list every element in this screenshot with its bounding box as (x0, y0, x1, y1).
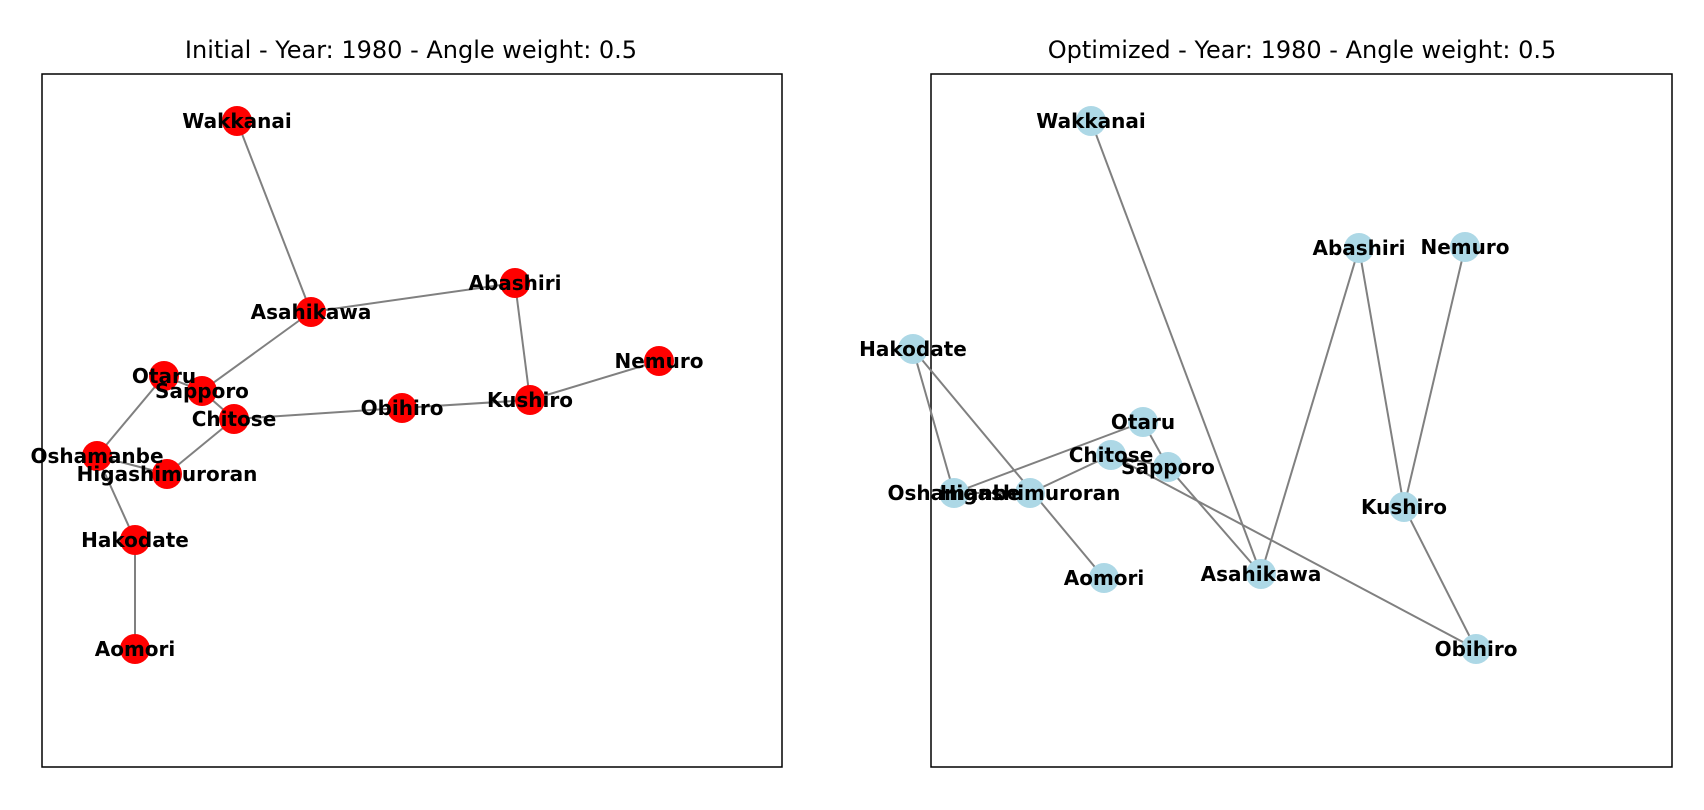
optimized-node-label-wakkanai: Wakkanai (1036, 109, 1146, 133)
initial-edge-kushiro-nemuro (529, 360, 660, 401)
initial-node-asahikawa (296, 297, 326, 327)
initial-node-label-otaru: Otaru (132, 364, 196, 388)
initial-node-kushiro (515, 385, 545, 415)
initial-node-aomori (120, 634, 150, 664)
initial-panel-frame (41, 73, 783, 768)
initial-node-label-obihiro: Obihiro (361, 396, 444, 420)
optimized-edge-hakodate-aomori (912, 348, 1105, 579)
optimized-node-asahikawa (1246, 559, 1276, 589)
optimized-node-nemuro (1450, 232, 1480, 262)
optimized-edge-oshamanbe-hakodate (912, 348, 955, 494)
initial-panel-title: Initial - Year: 1980 - Angle weight: 0.5 (184, 36, 638, 64)
initial-node-chitose (219, 404, 249, 434)
initial-node-hakodate (120, 525, 150, 555)
optimized-node-label-nemuro: Nemuro (1421, 235, 1510, 259)
optimized-node-abashiri (1344, 233, 1374, 263)
initial-node-label-oshamanbe: Oshamanbe (30, 444, 163, 468)
initial-node-label-abashiri: Abashiri (468, 271, 561, 295)
initial-node-otaru (149, 361, 179, 391)
initial-node-oshamanbe (82, 441, 112, 471)
initial-node-higashimuroran (152, 459, 182, 489)
initial-edge-kushiro-obihiro (401, 399, 531, 409)
optimized-node-label-aomori: Aomori (1064, 566, 1145, 590)
initial-node-label-aomori: Aomori (95, 637, 176, 661)
optimized-node-chitose (1096, 440, 1126, 470)
optimized-node-wakkanai (1076, 106, 1106, 136)
optimized-edge-kushiro-nemuro (1403, 246, 1466, 508)
optimized-node-kushiro (1389, 492, 1419, 522)
optimized-edge-wakkanai-asahikawa (1090, 120, 1262, 575)
initial-edge-otaru-oshamanbe (96, 375, 165, 457)
initial-node-sapporo (187, 376, 217, 406)
optimized-edge-abashiri-kushiro (1358, 247, 1405, 508)
optimized-node-label-oshamanbe: Oshamanbe (887, 481, 1020, 505)
optimized-node-sapporo (1153, 452, 1183, 482)
optimized-node-hakodate (898, 334, 928, 364)
optimized-node-aomori (1089, 563, 1119, 593)
optimized-node-label-otaru: Otaru (1111, 410, 1175, 434)
optimized-graph: Wakkanai Abashiri Nemuro Hakodate Otaru Chito… (859, 106, 1517, 664)
initial-node-wakkanai (222, 106, 252, 136)
optimized-node-otaru (1128, 407, 1158, 437)
optimized-node-label-sapporo: Sapporo (1121, 455, 1215, 479)
optimized-node-label-chitose: Chitose (1069, 443, 1154, 467)
initial-node-label-asahikawa: Asahikawa (251, 300, 372, 324)
initial-node-label-nemuro: Nemuro (615, 349, 704, 373)
initial-node-nemuro (644, 346, 674, 376)
initial-edge-abashiri-kushiro (514, 282, 531, 401)
initial-edge-asahikawa-sapporo (201, 311, 312, 392)
initial-node-label-higashimuroran: Higashimuroran (77, 462, 258, 486)
initial-edge-asahikawa-abashiri (310, 282, 516, 313)
initial-node-label-wakkanai: Wakkanai (182, 109, 292, 133)
initial-edge-wakkanai-asahikawa (236, 120, 312, 313)
optimized-edge-otaru-oshamanbe (953, 421, 1144, 494)
optimized-node-obihiro (1461, 634, 1491, 664)
initial-node-obihiro (387, 393, 417, 423)
optimized-node-label-hakodate: Hakodate (859, 337, 967, 361)
optimized-edge-asahikawa-sapporo (1167, 466, 1262, 575)
optimized-node-label-higashimuroran: Higashimuroran (940, 481, 1121, 505)
optimized-node-higashimuroran (1015, 478, 1045, 508)
initial-node-label-kushiro: Kushiro (487, 388, 573, 412)
optimized-edge-obihiro-chitose (1110, 454, 1477, 650)
optimized-node-oshamanbe (939, 478, 969, 508)
initial-node-label-chitose: Chitose (192, 407, 277, 431)
initial-node-label-sapporo: Sapporo (155, 379, 249, 403)
optimized-node-label-obihiro: Obihiro (1435, 637, 1518, 661)
optimized-edge-kushiro-obihiro (1403, 506, 1477, 650)
optimized-panel-title: Optimized - Year: 1980 - Angle weight: 0… (1047, 36, 1557, 64)
initial-node-abashiri (500, 268, 530, 298)
optimized-node-label-asahikawa: Asahikawa (1201, 562, 1322, 586)
optimized-edge-asahikawa-abashiri (1260, 247, 1360, 575)
optimized-panel-frame (930, 73, 1673, 768)
optimized-node-label-abashiri: Abashiri (1312, 236, 1405, 260)
initial-edge-oshamanbe-hakodate (96, 455, 136, 541)
optimized-node-label-kushiro: Kushiro (1361, 495, 1447, 519)
initial-edge-obihiro-chitose (233, 407, 403, 420)
initial-graph: Wakkanai Asahikawa Abashiri Nemuro Kushiro Ob… (30, 106, 703, 664)
initial-node-label-hakodate: Hakodate (81, 528, 189, 552)
